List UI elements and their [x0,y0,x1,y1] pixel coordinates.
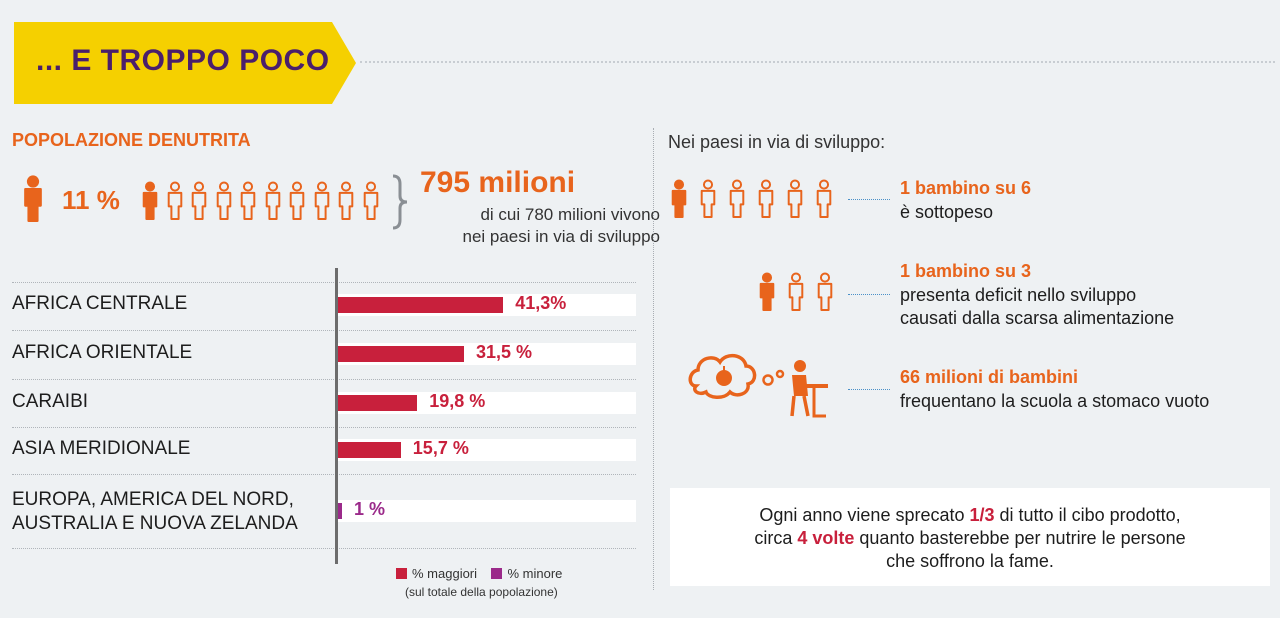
stat2-text-line-1: presenta deficit nello sviluppo [900,285,1137,305]
row-separator [12,548,636,549]
chart-legend: % maggiori % minore [396,566,562,581]
stat1-text: è sottopeso [900,202,994,222]
person-icon [313,180,331,227]
subtext-line-2: nei paesi in via di sviluppo [462,227,660,246]
child-icon [670,178,688,225]
row-label: EUROPA, AMERICA DEL NORD, AUSTRALIA E NUO… [12,489,298,534]
child-icon [699,178,717,225]
bar-value-label: 15,7 % [412,438,469,458]
note-highlight-fraction: 1/3 [969,505,995,525]
thought-cloud-icon [688,353,757,399]
bar [338,297,504,313]
chart-axis-line [335,268,338,564]
banner-shape [14,22,356,104]
bar [338,442,401,458]
waste-note-text: Ogni anno viene sprecato 1/3 di tutto il… [670,504,1270,573]
population-percent: 11 % [62,185,120,215]
person-icon [166,180,184,227]
child-icon [786,178,804,225]
note-highlight-times: 4 volte [797,528,855,548]
undernourished-subtext: di cui 780 milioni vivono nei paesi in v… [420,204,660,248]
column-separator [653,128,654,590]
arrow-stat-3 [848,389,890,390]
bar [338,346,464,362]
bar-value-label: 1 % [354,499,386,519]
title-banner: ... E TROPPO POCO [14,22,356,104]
bar-track [338,439,636,461]
student-icon [794,360,806,372]
arrow-stat-2 [848,294,890,295]
right-title: Nei paesi in via di sviluppo: [668,132,886,152]
child-icon [787,271,805,318]
person-icon [337,180,355,227]
undernourished-total: 795 milioni [420,166,576,199]
subtext-line-1: di cui 780 milioni vivono [480,205,660,224]
note-text-part-3: circa [754,528,798,548]
note-line-3: che soffrono la fame. [886,551,1054,571]
school-hunger-icon [688,353,828,418]
bar [338,503,342,519]
person-icon [362,180,380,227]
legend-swatch-maggiori [396,568,407,579]
row-separator [12,474,636,475]
legend-label-maggiori: % maggiori [412,566,478,581]
note-text-part-1: Ogni anno viene sprecato [759,505,970,525]
person-icon [264,180,282,227]
bar-value-label: 19,8 % [429,391,486,411]
legend-note: (sul totale della popolazione) [405,585,558,599]
person-icon [288,180,306,227]
stat3-head: 66 milioni di bambini [900,367,1079,387]
banner-dotted-rule [360,61,1275,63]
note-text-part-4: quanto basterebbe per nutrire le persone [854,528,1186,548]
banner-title: ... E TROPPO POCO [36,44,330,77]
person-icon [22,175,44,228]
person-icon [190,180,208,227]
row-label: CARAIBI [12,391,89,412]
child-icon [728,178,746,225]
row-label: AFRICA ORIENTALE [12,342,193,363]
child-icon [816,271,834,318]
desk-icon [806,384,828,388]
arrow-stat-1 [848,199,890,200]
bar-value-label: 31,5 % [476,342,533,362]
section-title: POPOLAZIONE DENUTRITA [12,130,251,150]
apple-icon [716,370,732,386]
row-separator [12,427,636,428]
note-line-2: circa 4 volte quanto basterebbe per nutr… [670,527,1270,550]
stat1-head: 1 bambino su 6 [900,178,1032,198]
row-label: AFRICA CENTRALE [12,293,188,314]
bar [338,395,418,411]
stat3-text: frequentano la scuola a stomaco vuoto [900,391,1210,411]
note-text-part-2: di tutto il cibo prodotto, [994,505,1181,525]
child-icon [757,178,775,225]
bar-value-label: 41,3% [515,293,567,313]
note-line-1: Ogni anno viene sprecato 1/3 di tutto il… [670,504,1270,527]
row-separator [12,330,636,331]
stat2-head: 1 bambino su 3 [900,261,1032,281]
legend-label-minore: % minore [507,566,563,581]
waste-note-box: Ogni anno viene sprecato 1/3 di tutto il… [670,488,1270,586]
child-icon [758,271,776,318]
child-icon [815,178,833,225]
bar-track [338,500,636,522]
stat2-text-line-2: causati dalla scarsa alimentazione [900,308,1175,328]
person-icon [239,180,257,227]
row-label: ASIA MERIDIONALE [12,438,191,459]
row-separator [12,379,636,380]
legend-swatch-minore [491,568,503,579]
person-icon [215,180,233,227]
brace-icon [392,174,408,230]
row-separator [12,282,636,283]
person-icon [141,180,159,227]
